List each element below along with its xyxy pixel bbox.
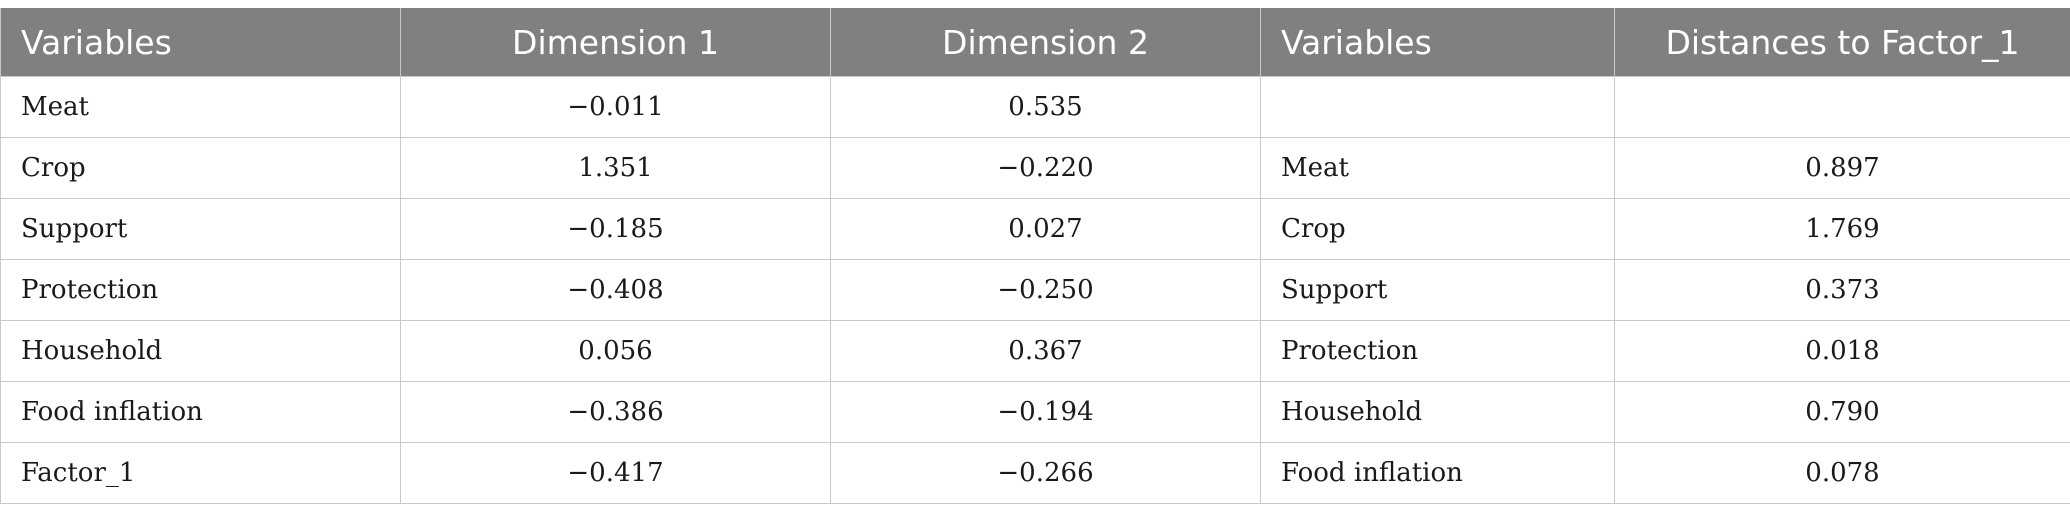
table-row: Factor_1 −0.417 −0.266 Food inflation 0.… (0, 442, 2070, 504)
cell-dimension-2: −0.266 (830, 442, 1261, 504)
cell-variable-2: Support (1260, 259, 1615, 321)
cell-dimension-2: 0.367 (830, 320, 1261, 382)
results-table: Variables Dimension 1 Dimension 2 Variab… (0, 8, 2070, 504)
cell-dimension-1: −0.417 (400, 442, 831, 504)
header-variables: Variables (0, 8, 401, 77)
cell-distance: 0.018 (1614, 320, 2070, 382)
cell-dimension-1: 0.056 (400, 320, 831, 382)
cell-variable: Household (0, 320, 401, 382)
cell-variable: Factor_1 (0, 442, 401, 504)
cell-variable-2: Crop (1260, 198, 1615, 260)
cell-dimension-2: −0.220 (830, 137, 1261, 199)
table-row: Protection −0.408 −0.250 Support 0.373 (0, 259, 2070, 321)
cell-dimension-1: −0.011 (400, 76, 831, 138)
table-row: Household 0.056 0.367 Protection 0.018 (0, 320, 2070, 382)
header-dimension-1: Dimension 1 (400, 8, 831, 77)
cell-dimension-2: 0.535 (830, 76, 1261, 138)
table-row: Support −0.185 0.027 Crop 1.769 (0, 198, 2070, 260)
cell-distance: 0.790 (1614, 381, 2070, 443)
cell-variable: Food inflation (0, 381, 401, 443)
cell-variable-2: Food inflation (1260, 442, 1615, 504)
table-body: Meat −0.011 0.535 Crop 1.351 −0.220 Meat… (0, 76, 2070, 504)
header-variables-2: Variables (1260, 8, 1615, 77)
cell-variable-2 (1260, 76, 1615, 138)
table-header: Variables Dimension 1 Dimension 2 Variab… (0, 8, 2070, 77)
table-row: Food inflation −0.386 −0.194 Household 0… (0, 381, 2070, 443)
cell-dimension-2: −0.194 (830, 381, 1261, 443)
cell-variable: Protection (0, 259, 401, 321)
cell-variable-2: Protection (1260, 320, 1615, 382)
cell-dimension-1: −0.185 (400, 198, 831, 260)
cell-distance: 0.897 (1614, 137, 2070, 199)
cell-variable-2: Meat (1260, 137, 1615, 199)
header-distances: Distances to Factor_1 (1614, 8, 2070, 77)
cell-variable: Support (0, 198, 401, 260)
cell-dimension-1: −0.408 (400, 259, 831, 321)
cell-distance: 0.373 (1614, 259, 2070, 321)
cell-distance (1614, 76, 2070, 138)
cell-variable: Meat (0, 76, 401, 138)
cell-dimension-2: −0.250 (830, 259, 1261, 321)
table-row: Meat −0.011 0.535 (0, 76, 2070, 138)
cell-variable-2: Household (1260, 381, 1615, 443)
cell-dimension-2: 0.027 (830, 198, 1261, 260)
table-row: Crop 1.351 −0.220 Meat 0.897 (0, 137, 2070, 199)
cell-distance: 1.769 (1614, 198, 2070, 260)
header-row: Variables Dimension 1 Dimension 2 Variab… (0, 8, 2070, 77)
cell-dimension-1: −0.386 (400, 381, 831, 443)
cell-variable: Crop (0, 137, 401, 199)
header-dimension-2: Dimension 2 (830, 8, 1261, 77)
cell-distance: 0.078 (1614, 442, 2070, 504)
cell-dimension-1: 1.351 (400, 137, 831, 199)
